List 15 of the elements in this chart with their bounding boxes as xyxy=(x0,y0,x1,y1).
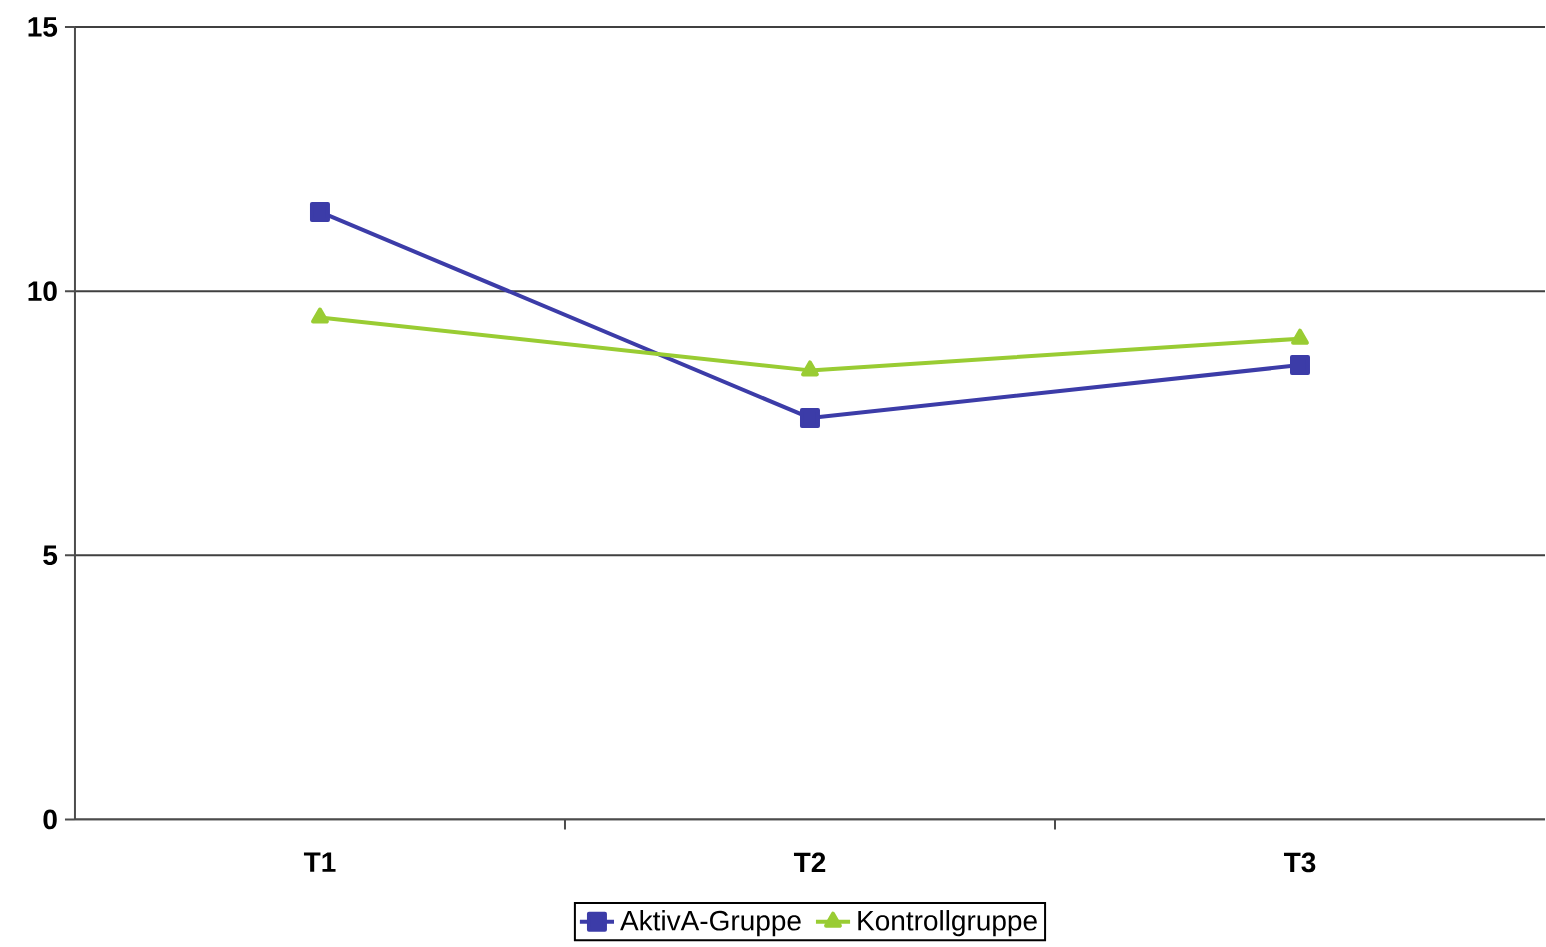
x-tick-label: T3 xyxy=(1283,852,1316,873)
x-tick-label: T2 xyxy=(793,852,826,872)
x-tick-label: T1 xyxy=(303,852,336,872)
point xyxy=(1291,328,1309,345)
point xyxy=(311,307,329,324)
legend-label: Kontrollgruppe xyxy=(858,909,1037,936)
y-tick-label: 15 xyxy=(28,17,58,37)
y-tick-label: 5 xyxy=(43,545,58,565)
point xyxy=(309,201,330,222)
legend-label: AktivA-Gruppe xyxy=(620,909,801,936)
point xyxy=(1290,354,1310,375)
point xyxy=(799,407,820,428)
point xyxy=(801,360,819,377)
y-tick-label: 0 xyxy=(43,809,57,830)
y-tick-label: 10 xyxy=(28,281,57,301)
